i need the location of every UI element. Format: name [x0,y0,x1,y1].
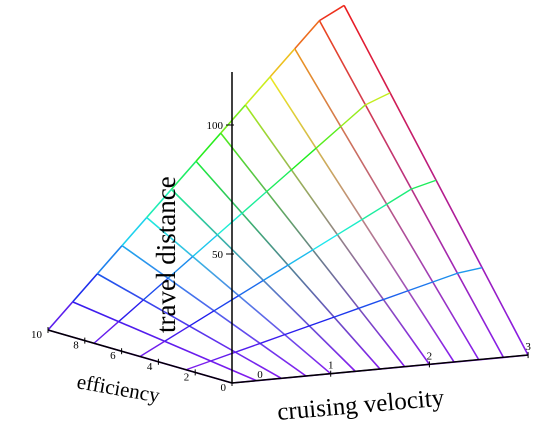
surface-line-velocity [383,290,409,301]
surface-line-velocity [457,266,483,274]
surface-line-velocity [118,299,144,323]
surface-line-velocity [259,333,285,345]
x-tick-label: 3 [525,341,531,353]
surface-line-velocity [358,298,384,309]
surface-line-velocity [340,104,366,128]
y-axis-title: efficiency [75,369,162,407]
surface-line-velocity [284,325,310,336]
surface-line-velocity [238,279,264,297]
z-tick-label: 100 [207,120,224,132]
surface-line-velocity [407,281,433,292]
surface-edge-segment [170,160,197,190]
surface-line-velocity [315,125,342,149]
surface-line-velocity [361,203,388,221]
y-tick-label: 10 [31,329,43,341]
surface-line-velocity [312,234,338,251]
surface-line-velocity [365,92,391,106]
y-tick-label: 2 [184,371,190,383]
surface-line-velocity [216,212,243,236]
surface-edge-segment [96,245,123,275]
z-tick-label: 50 [212,249,224,261]
surface-line-velocity [432,272,458,283]
surface-line-velocity [185,360,211,371]
surface-edge-segment [195,132,222,162]
surface-line-velocity [210,351,236,362]
surface-layer [47,4,529,384]
surface-line-velocity [333,307,359,318]
surface-line-velocity [188,310,215,327]
ticks-layer: 50 100 0 1 2 3 0 2 4 6 8 10 [31,120,531,394]
y-tick-label: 8 [73,340,79,352]
x-axis-title: cruising velocity [276,384,446,426]
surface-line-velocity [139,340,166,358]
z-axis-title: travel distance [151,176,181,333]
surface-line-velocity [192,234,218,258]
surface-line-velocity [93,321,120,344]
x-tick-label: 2 [427,350,433,362]
surface-line-velocity [164,325,190,342]
surface-line-velocity [235,342,261,353]
y-tick-label: 0 [221,382,227,394]
surface-line-velocity [213,295,240,312]
surface-line-velocity [411,179,437,190]
surface-line-velocity [287,249,314,266]
surface-line-velocity [290,147,317,171]
y-tick-label: 4 [147,361,153,373]
surface-line-velocity [309,316,335,327]
surface-edge-segment [121,216,148,247]
surface-edge-segment [146,188,172,219]
surface-edge-segment [220,104,247,134]
surface-edge-segment [294,20,321,50]
surface-edge-segment [269,48,296,78]
surface-line-velocity [337,218,363,236]
axes-layer [47,72,529,384]
surface-edge-segment [244,76,271,106]
surface-line-velocity [167,256,194,279]
surface-line-velocity [266,169,292,193]
surface-edge-segment [47,301,74,331]
x-tick-label: 0 [257,369,263,381]
y-tick-label: 6 [110,350,116,362]
x-tick-label: 1 [328,360,334,372]
surface-edge-segment [72,273,98,303]
surface-line-velocity [142,277,169,301]
surface-line-velocity [386,188,412,205]
surface-edge-segment [319,4,345,22]
surface-line-velocity [241,190,268,214]
y-axis-line [47,329,233,384]
x-axis-line [231,354,529,384]
surface-line-velocity [263,264,289,281]
